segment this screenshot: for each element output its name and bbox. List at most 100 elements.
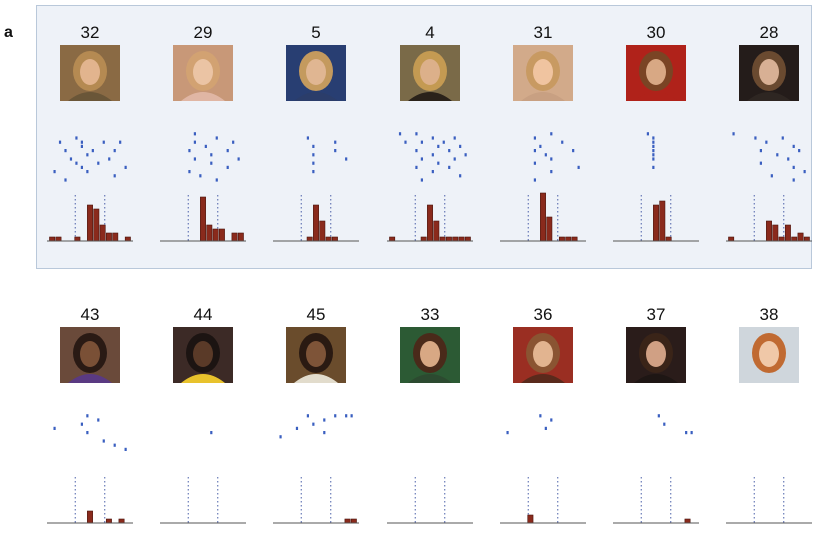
spike-tick xyxy=(312,153,315,157)
spike-tick xyxy=(652,140,655,144)
histogram-bar xyxy=(331,236,338,242)
spike-tick xyxy=(572,149,575,153)
histogram-bar xyxy=(433,220,440,242)
spike-tick xyxy=(431,136,434,140)
spike-tick xyxy=(431,170,434,174)
raster-histogram-plot xyxy=(47,136,133,242)
spike-tick xyxy=(334,149,337,153)
spike-tick xyxy=(64,178,67,182)
spike-tick xyxy=(663,422,666,426)
spike-tick xyxy=(437,144,440,148)
stimulus-number: 38 xyxy=(759,305,779,324)
spike-tick xyxy=(759,161,762,165)
neuron-response-cell: 30 xyxy=(611,23,701,248)
histogram-bar xyxy=(558,236,565,242)
histogram-bar xyxy=(306,236,313,242)
spike-tick xyxy=(312,170,315,174)
spike-tick xyxy=(113,443,116,447)
histogram-bar xyxy=(99,224,106,242)
stimulus-photo xyxy=(286,327,346,383)
neuron-response-cell: 5 xyxy=(271,23,361,248)
stimulus-photo xyxy=(513,45,573,101)
spike-tick xyxy=(188,170,191,174)
raster-histogram-plot xyxy=(387,477,473,524)
spike-tick xyxy=(415,132,418,136)
neuron-response-cell: 36 xyxy=(498,305,588,530)
raster-histogram-plot xyxy=(726,132,812,242)
spike-tick xyxy=(453,136,456,140)
spike-tick xyxy=(108,157,111,161)
spike-tick xyxy=(188,149,191,153)
spike-tick xyxy=(113,174,116,178)
histogram-bar xyxy=(87,204,93,242)
histogram-bar xyxy=(546,216,553,242)
histogram-bar xyxy=(684,518,691,524)
raster-histogram-plot xyxy=(160,431,246,524)
spike-tick xyxy=(119,140,122,144)
spike-tick xyxy=(792,165,795,169)
spike-tick xyxy=(80,140,83,144)
spike-tick xyxy=(210,431,213,435)
stimulus-number: 45 xyxy=(306,305,326,324)
raster-histogram-plot xyxy=(273,136,359,242)
raster-histogram-plot xyxy=(387,132,473,242)
spike-tick xyxy=(91,149,94,153)
histogram-bar xyxy=(112,232,119,242)
histogram-bar xyxy=(200,196,206,242)
histogram-bar xyxy=(766,220,772,242)
stimulus-photo xyxy=(400,327,460,383)
histogram-bar xyxy=(540,192,546,242)
spike-tick xyxy=(232,140,235,144)
neuron-response-cell: 31 xyxy=(498,23,588,248)
stimulus-number: 29 xyxy=(193,23,213,42)
spike-tick xyxy=(312,161,315,165)
neuron-response-cell: 38 xyxy=(724,305,814,530)
histogram-bar xyxy=(105,232,112,242)
raster-histogram-plot xyxy=(47,414,133,524)
spike-tick xyxy=(577,165,580,169)
stimulus-photo xyxy=(173,45,233,101)
spike-tick xyxy=(533,161,536,165)
spike-tick xyxy=(533,149,536,153)
spike-tick xyxy=(86,153,89,157)
histogram-bar xyxy=(464,236,471,242)
spike-tick xyxy=(350,414,353,418)
spike-tick xyxy=(770,174,773,178)
spike-tick xyxy=(732,132,735,136)
spike-tick xyxy=(420,178,423,182)
spike-tick xyxy=(550,170,553,174)
spike-tick xyxy=(97,161,100,165)
histogram-bar xyxy=(784,224,791,242)
spike-tick xyxy=(657,414,660,418)
spike-tick xyxy=(539,414,542,418)
spike-tick xyxy=(237,157,240,161)
spike-tick xyxy=(210,153,213,157)
stimulus-number: 33 xyxy=(420,305,440,324)
spike-tick xyxy=(776,153,779,157)
stimulus-photo xyxy=(60,45,120,101)
spike-tick xyxy=(295,426,299,430)
raster-histogram-plot xyxy=(500,414,586,524)
histogram-bar xyxy=(665,236,672,242)
stimulus-photo xyxy=(173,327,233,383)
stimulus-number: 43 xyxy=(80,305,100,324)
spike-tick xyxy=(80,144,83,148)
spike-tick xyxy=(550,132,553,136)
spike-tick xyxy=(415,165,418,169)
histogram-bar xyxy=(571,236,578,242)
spike-tick xyxy=(459,174,462,178)
stimulus-photo xyxy=(60,327,120,383)
spike-tick xyxy=(75,161,78,165)
spike-tick xyxy=(334,140,337,144)
stimulus-number: 44 xyxy=(193,305,213,324)
spike-tick xyxy=(193,157,196,161)
spike-tick xyxy=(306,414,309,418)
spike-tick xyxy=(550,418,553,422)
stimulus-photo xyxy=(739,45,799,101)
neuron-response-cell: 4 xyxy=(385,23,475,248)
spike-tick xyxy=(646,132,649,136)
spike-tick xyxy=(102,439,105,443)
spike-tick xyxy=(544,426,547,430)
spike-tick xyxy=(124,447,127,451)
stimulus-photo xyxy=(739,327,799,383)
